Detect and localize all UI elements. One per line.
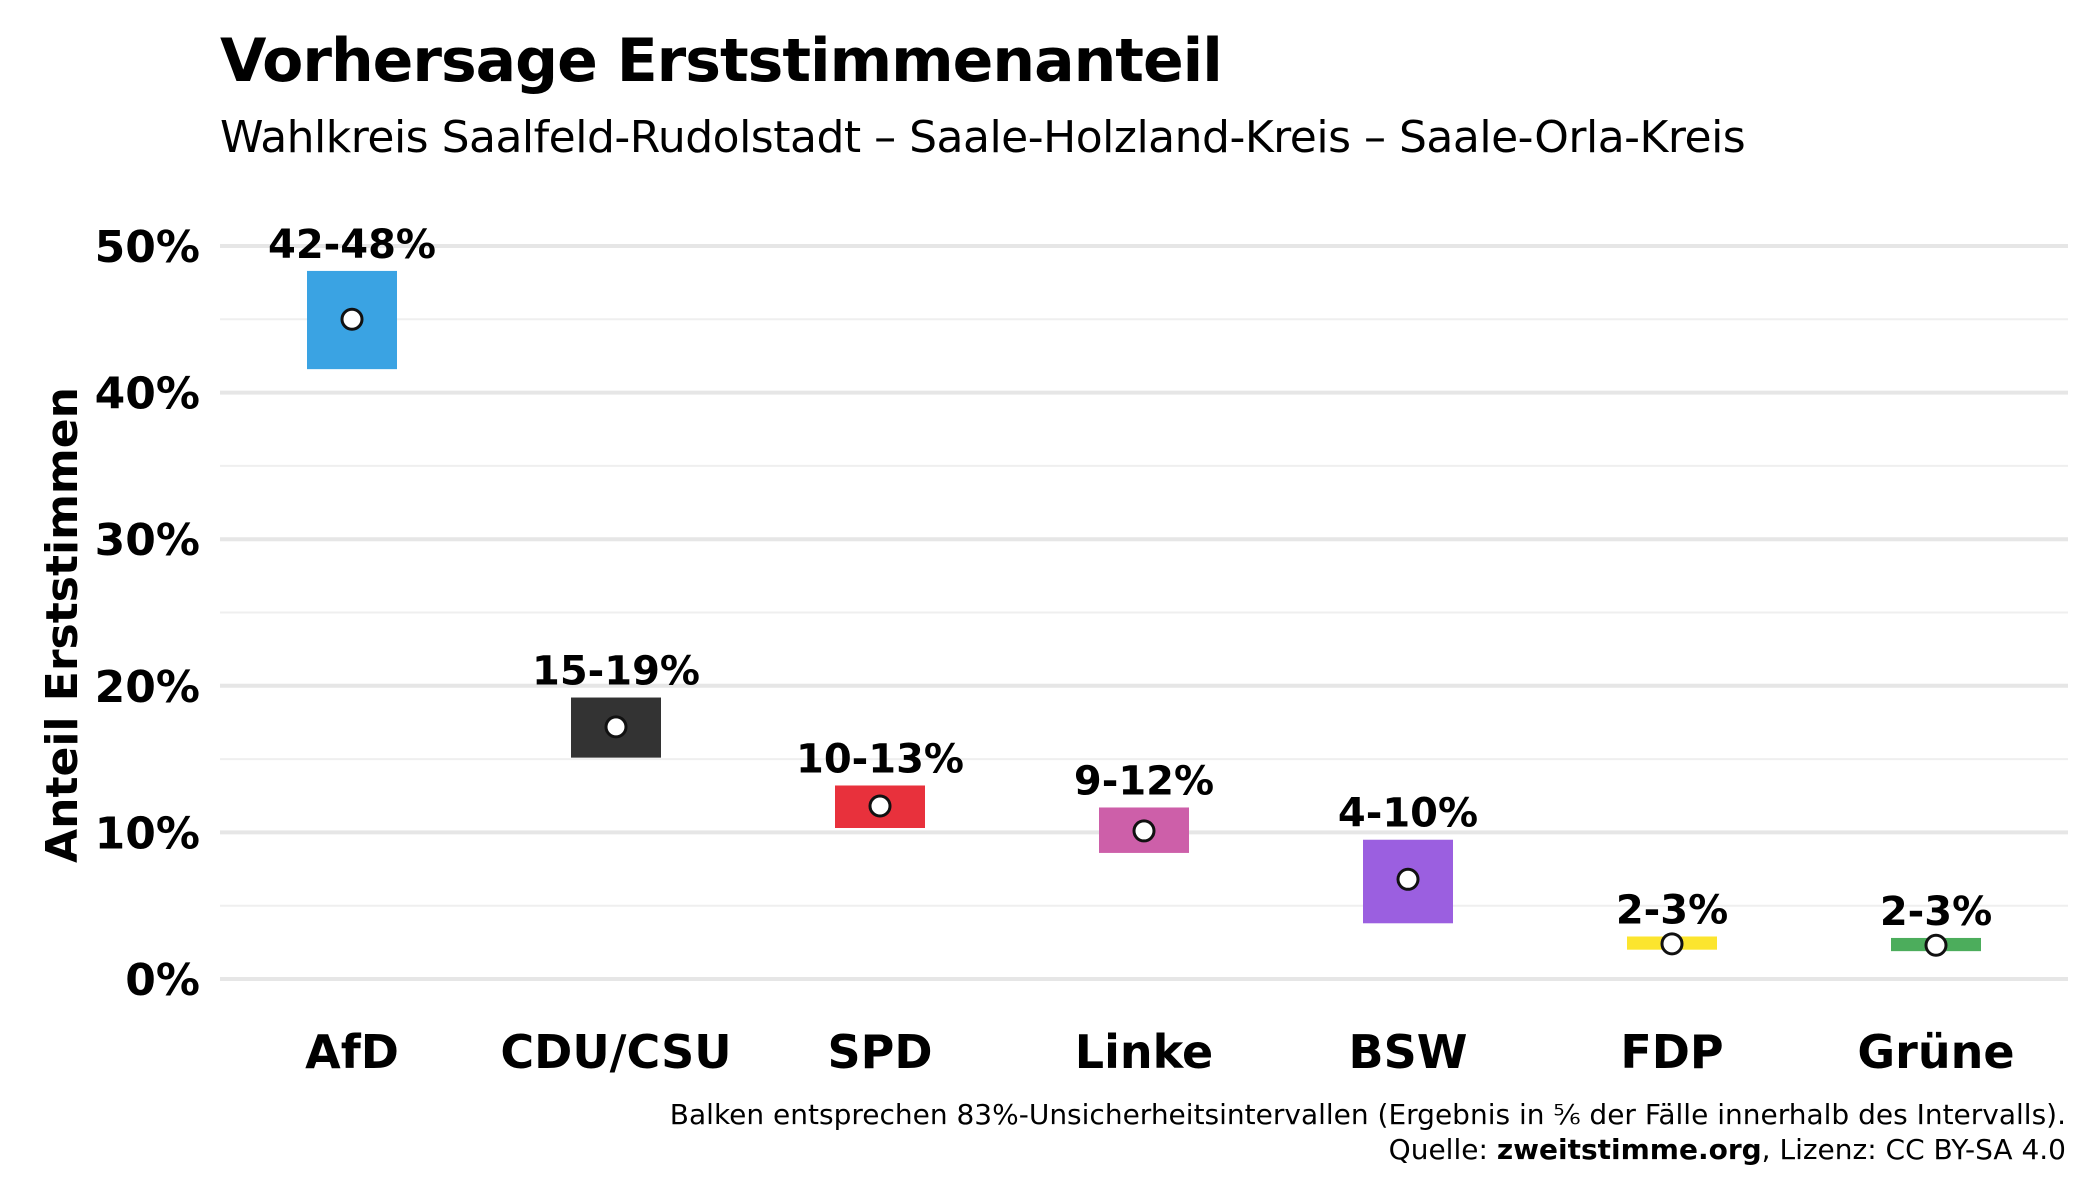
x-tick-label: Grüne	[1857, 1025, 2014, 1079]
value-label: 4-10%	[1338, 791, 1478, 837]
x-tick-label: Linke	[1075, 1025, 1213, 1079]
value-label: 2-3%	[1880, 889, 1992, 935]
caption-source: Quelle: zweitstimme.org, Lizenz: CC BY-S…	[670, 1132, 2066, 1167]
x-tick-label: CDU/CSU	[500, 1025, 731, 1079]
y-tick-label: 20%	[95, 662, 200, 713]
caption-source-prefix: Quelle:	[1388, 1133, 1497, 1166]
y-tick-label: 50%	[95, 222, 200, 273]
point-markers	[340, 307, 1948, 957]
x-tick-labels: AfD CDU/CSU SPD Linke BSW FDP Grüne	[305, 1025, 2014, 1079]
source-link[interactable]: zweitstimme.org	[1496, 1133, 1762, 1166]
point-marker	[868, 794, 892, 818]
point-marker	[1924, 933, 1948, 957]
value-label: 9-12%	[1074, 758, 1214, 804]
caption-license: , Lizenz: CC BY-SA 4.0	[1761, 1133, 2066, 1166]
x-tick-label: BSW	[1349, 1025, 1468, 1079]
value-label: 42-48%	[268, 222, 436, 268]
interval-bars	[307, 270, 1981, 952]
point-marker	[1396, 867, 1420, 891]
grid-lines	[220, 244, 2068, 981]
caption: Balken entsprechen 83%-Unsicherheitsinte…	[670, 1097, 2066, 1167]
caption-note: Balken entsprechen 83%-Unsicherheitsinte…	[669, 1098, 2066, 1131]
value-label: 15-19%	[532, 649, 700, 695]
chart-title: Vorhersage Erststimmenanteil	[220, 26, 1223, 96]
point-marker	[604, 715, 628, 739]
y-tick-label: 30%	[95, 515, 200, 566]
point-marker	[340, 307, 364, 331]
value-label: 10-13%	[796, 736, 964, 782]
value-labels: 42-48% 15-19% 10-13% 9-12% 4-10% 2-3% 2-3%	[268, 222, 1992, 935]
y-axis-label: Anteil Erststimmen	[37, 387, 88, 863]
y-tick-labels: 0% 10% 20% 30% 40% 50%	[95, 222, 200, 1006]
y-tick-label: 0%	[125, 955, 200, 1006]
x-tick-label: AfD	[305, 1025, 399, 1079]
value-label: 2-3%	[1616, 887, 1728, 933]
point-marker	[1132, 819, 1156, 843]
point-marker	[1660, 932, 1684, 956]
x-tick-label: SPD	[827, 1025, 932, 1079]
y-tick-label: 40%	[95, 369, 200, 420]
x-tick-label: FDP	[1620, 1025, 1723, 1079]
y-tick-label: 10%	[95, 808, 200, 859]
chart-subtitle: Wahlkreis Saalfeld-Rudolstadt – Saale-Ho…	[220, 112, 1746, 163]
